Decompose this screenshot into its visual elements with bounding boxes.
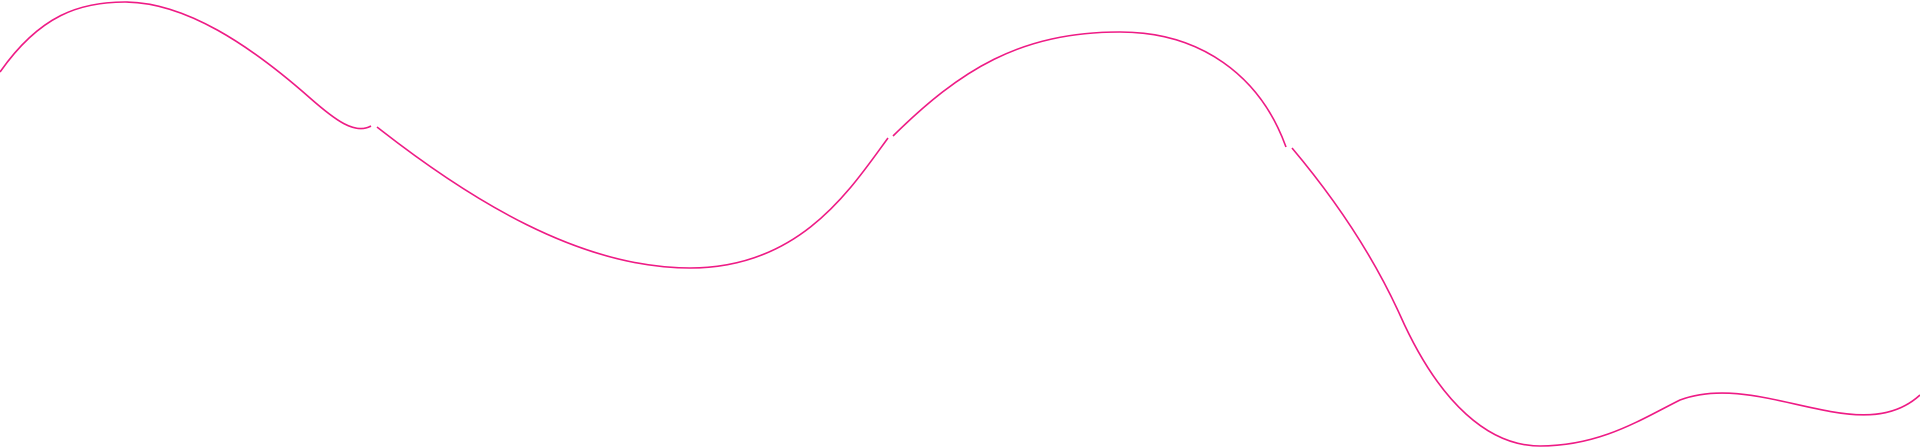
- wave-segment-3: [892, 31, 1287, 148]
- wave-segment-2: [376, 126, 889, 269]
- wave-segment-4: [1291, 147, 1920, 447]
- wave-segment-1: [0, 1, 372, 130]
